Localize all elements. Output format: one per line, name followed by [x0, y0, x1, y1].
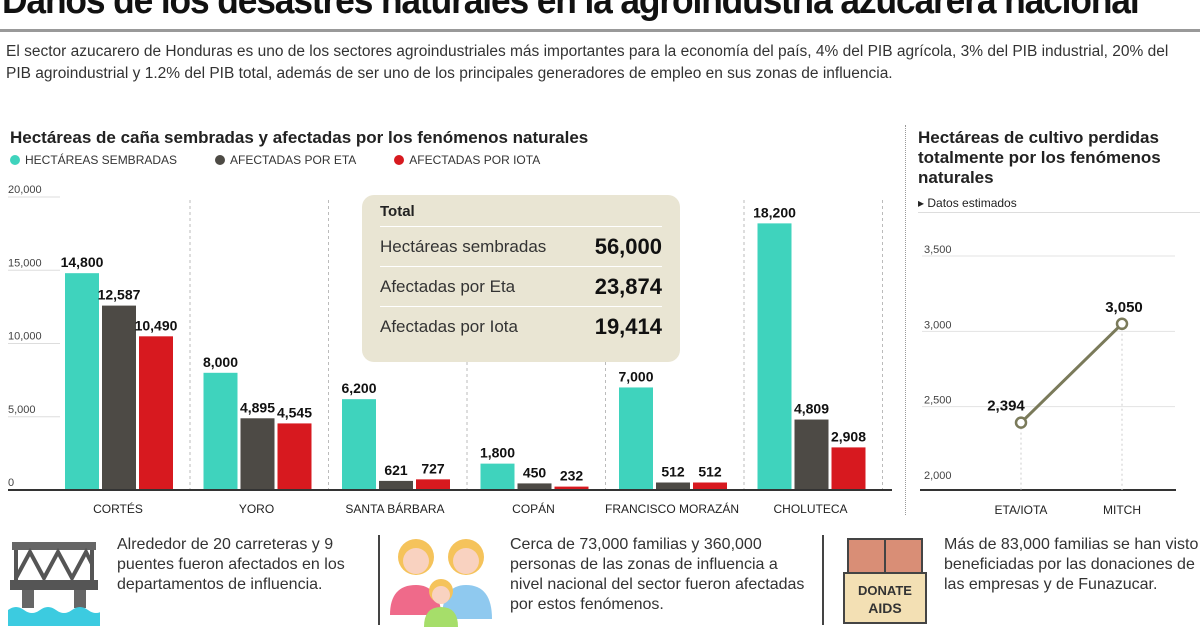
data-label: 10,490 [135, 317, 178, 333]
divider [905, 125, 906, 515]
legend-item: HECTÁREAS SEMBRADAS [10, 153, 177, 167]
bar [65, 273, 99, 490]
intro-text: El sector azucarero de Honduras es uno d… [6, 43, 1169, 82]
y-tick-label: 2,000 [924, 470, 952, 482]
bridge-icon [8, 542, 100, 626]
bar [656, 482, 690, 490]
x-tick-label: FRANCISCO MORAZÁN [605, 501, 739, 516]
y-tick-label: 3,000 [924, 319, 952, 331]
bar [554, 486, 589, 490]
data-point [1014, 416, 1028, 429]
x-tick-label: ETA/IOTA [995, 503, 1048, 517]
divider [0, 29, 1200, 32]
total-box: Total Hectáreas sembradas 56,000 Afectada… [362, 195, 680, 362]
data-label: 2,394 [987, 398, 1025, 415]
x-tick-label: CHOLUTECA [773, 502, 847, 516]
data-label: 14,800 [61, 254, 104, 270]
family-icon [390, 539, 492, 627]
data-label: 12,587 [98, 287, 141, 303]
data-label: 727 [421, 460, 445, 476]
bar [794, 419, 829, 490]
data-label: 6,200 [341, 380, 376, 396]
data-label: 3,050 [1105, 299, 1143, 316]
total-row: Afectadas por Eta 23,874 [380, 266, 662, 306]
data-label: 4,809 [794, 401, 829, 417]
x-tick-label: SANTA BÁRBARA [345, 501, 444, 516]
data-label: 7,000 [618, 368, 653, 384]
x-tick-label: MITCH [1103, 503, 1141, 517]
bar [203, 372, 238, 490]
total-heading: Total [380, 203, 415, 220]
data-label: 18,200 [753, 204, 796, 220]
data-label: 232 [560, 468, 584, 484]
y-tick-label: 15,000 [8, 257, 42, 269]
y-tick-label: 5,000 [8, 404, 36, 416]
bar [379, 480, 413, 490]
bar [831, 447, 866, 490]
series-line [1019, 322, 1124, 424]
svg-text:AIDS: AIDS [868, 600, 901, 616]
data-label: 4,545 [277, 404, 312, 420]
x-tick-label: YORO [239, 502, 274, 516]
data-label: 2,908 [831, 428, 866, 444]
bar [342, 399, 376, 490]
y-tick-label: 3,500 [924, 244, 952, 256]
note: ▸ Datos estimados [918, 196, 1017, 210]
data-label: 8,000 [203, 354, 238, 370]
legend-item: AFECTADAS POR ETA [215, 153, 356, 167]
line-chart-title: Hectáreas de cultivo perdidas totalmente… [918, 128, 1161, 187]
donation-box-icon: DONATE AIDS [843, 538, 927, 624]
bar [240, 418, 275, 490]
bar [619, 387, 653, 490]
bar-chart-title: Hectáreas de caña sembradas y afectadas … [10, 128, 589, 147]
data-point [1115, 317, 1129, 331]
y-tick-label: 20,000 [8, 184, 42, 196]
data-label: 512 [698, 463, 722, 479]
y-tick-label: 10,000 [8, 331, 42, 343]
bar [757, 223, 792, 490]
data-label: 4,895 [240, 399, 275, 415]
data-label: 621 [384, 462, 408, 478]
data-label: 450 [523, 464, 547, 480]
fact-text: Cerca de 73,000 familias y 360,000 perso… [510, 536, 805, 613]
bar [693, 482, 727, 490]
data-label: 512 [661, 463, 685, 479]
bar [277, 423, 312, 490]
svg-text:DONATE: DONATE [858, 583, 912, 598]
y-tick-label: 0 [8, 477, 14, 489]
bar [480, 463, 515, 490]
bar [139, 336, 173, 490]
legend-item: AFECTADAS POR IOTA [394, 153, 540, 167]
y-tick-label: 2,500 [924, 395, 952, 407]
bar [102, 305, 136, 490]
total-row: Afectadas por Iota 19,414 [380, 306, 662, 346]
fact-text: Más de 83,000 familias se han visto bene… [944, 536, 1199, 593]
legend: HECTÁREAS SEMBRADAS AFECTADAS POR ETA AF… [10, 153, 540, 167]
fact-text: Alrededor de 20 carreteras y 9 puentes f… [117, 536, 345, 593]
bar [416, 479, 450, 490]
data-label: 1,800 [480, 445, 515, 461]
x-tick-label: COPÁN [512, 501, 555, 516]
x-tick-label: CORTÉS [93, 501, 143, 516]
total-row: Hectáreas sembradas 56,000 [380, 226, 662, 266]
page-title: Daños de los desastres naturales en la a… [2, 0, 1140, 22]
bar [517, 483, 552, 490]
